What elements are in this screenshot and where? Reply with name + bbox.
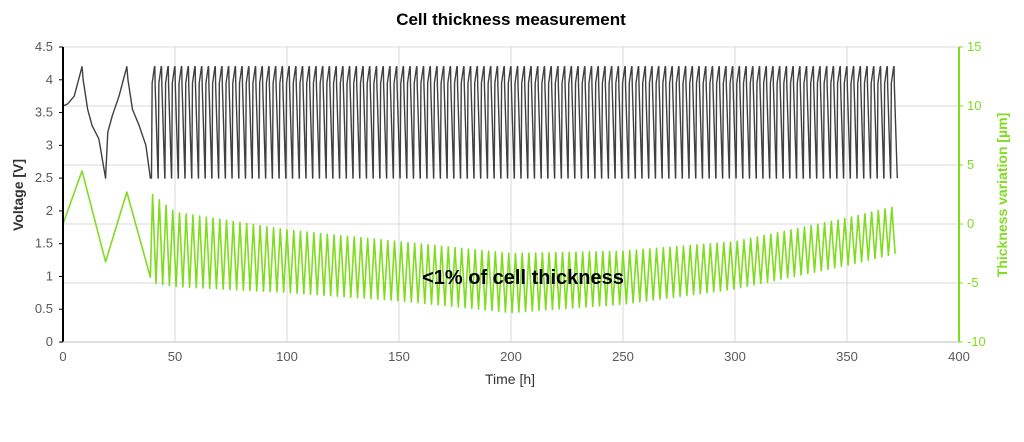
y-axis-label: Voltage [V] [10,159,26,231]
y-tick-label: 2.5 [35,170,53,185]
x-tick-label: 100 [276,349,298,364]
axes [62,47,960,343]
y-tick-label: 2 [46,203,53,218]
x-tick-label: 50 [168,349,182,364]
x-tick-label: 250 [612,349,634,364]
annotation-text: <1% of cell thickness [422,267,624,289]
y2-tick-label: 15 [967,39,981,54]
y-tick-label: 3 [46,137,53,152]
y2-axis-label: Thickness variation [µm] [994,113,1010,277]
y-tick-label: 0.5 [35,301,53,316]
y-tick-label: 1.5 [35,236,53,251]
x-tick-label: 300 [724,349,746,364]
x-axis-label: Time [h] [485,371,535,387]
x-tick-label: 200 [500,349,522,364]
y2-tick-label: 10 [967,98,981,113]
chart-title: Cell thickness measurement [396,10,626,29]
x-tick-label: 150 [388,349,410,364]
thickness-series-line [62,170,896,314]
x-tick-label: 0 [59,349,66,364]
y-tick-label: 4 [46,72,53,87]
y-tick-label: 4.5 [35,39,53,54]
tick-labels: 0 50 100 150 200 250 300 350 40000.511.522.533.5… [35,39,986,364]
y-tick-label: 1 [46,268,53,283]
y-tick-label: 0 [46,334,53,349]
voltage-series-line [62,65,898,179]
x-tick-label: 350 [836,349,858,364]
y2-tick-label: 0 [967,216,974,231]
y2-tick-label: 5 [967,157,974,172]
y2-tick-label: -10 [967,334,986,349]
y-tick-label: 3.5 [35,105,53,120]
series-group [62,65,898,314]
x-tick-label: 400 [948,349,970,364]
y2-tick-label: -5 [967,275,979,290]
